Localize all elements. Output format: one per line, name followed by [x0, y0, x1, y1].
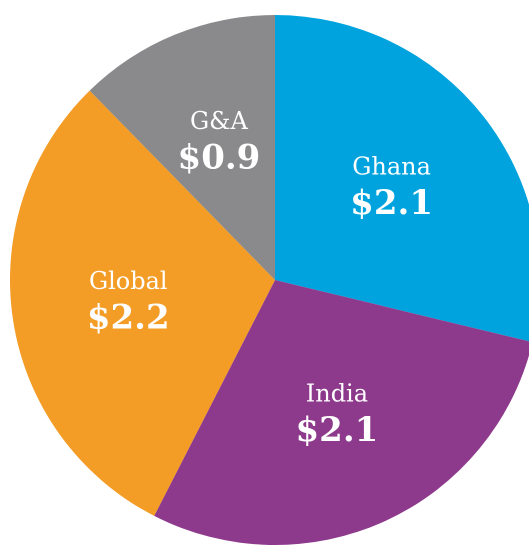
slice-value: $2.1	[350, 183, 433, 223]
slice-name: Global	[89, 267, 168, 295]
slice-value: $0.9	[178, 138, 261, 178]
pie-slice	[154, 280, 529, 545]
pie-slice	[9, 90, 275, 516]
slice-name: G&A	[190, 107, 249, 135]
pie-slice	[89, 15, 275, 280]
slice-name: India	[306, 379, 368, 407]
slice-value: $2.2	[87, 297, 170, 337]
pie-slice	[275, 15, 529, 342]
slice-value: $2.1	[296, 410, 379, 450]
slice-name: Ghana	[352, 153, 431, 181]
